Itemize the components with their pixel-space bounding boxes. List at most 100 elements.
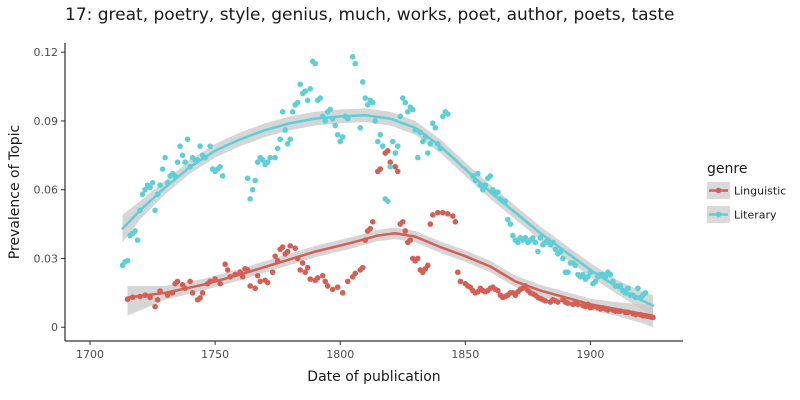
point-linguistic (414, 255, 421, 262)
point-literary (424, 150, 431, 156)
point-literary (510, 232, 516, 239)
point-linguistic (387, 159, 394, 165)
point-linguistic (137, 293, 143, 300)
point-literary (139, 191, 146, 198)
fit-band-linguistic (127, 227, 653, 328)
point-linguistic (224, 267, 231, 273)
point-linguistic (207, 278, 213, 285)
point-literary (404, 108, 411, 115)
point-linguistic (450, 213, 456, 219)
point-linguistic (435, 209, 441, 216)
point-linguistic (292, 245, 298, 251)
point-linguistic (427, 221, 434, 227)
point-literary (427, 141, 434, 147)
point-literary (339, 134, 346, 140)
point-linguistic (344, 278, 351, 285)
point-linguistic (402, 228, 409, 234)
point-linguistic (307, 276, 313, 282)
point-literary (319, 113, 326, 120)
legend-label-linguistic: Linguistic (734, 185, 786, 198)
point-literary (429, 120, 436, 127)
point-literary (572, 262, 579, 269)
point-linguistic (322, 278, 329, 285)
point-literary (279, 108, 286, 115)
point-literary (607, 271, 614, 278)
point-linguistic (369, 219, 376, 225)
point-linguistic (129, 294, 136, 301)
point-literary (557, 248, 564, 255)
point-linguistic (279, 244, 286, 250)
point-literary (402, 99, 409, 106)
point-literary (387, 163, 394, 170)
point-literary (264, 159, 271, 165)
point-literary (560, 255, 566, 262)
point-literary (182, 159, 188, 165)
point-literary (490, 186, 496, 193)
point-literary (174, 159, 181, 165)
point-literary (412, 127, 419, 133)
point-literary (397, 113, 404, 120)
point-literary (184, 136, 191, 143)
x-tick-label: 1750 (201, 348, 229, 361)
point-linguistic (294, 255, 301, 262)
point-linguistic (247, 283, 253, 289)
point-linguistic (590, 303, 596, 310)
point-literary (124, 257, 131, 264)
point-linguistic (367, 225, 374, 232)
point-linguistic (287, 243, 293, 249)
point-literary (565, 269, 571, 276)
point-literary (277, 136, 283, 143)
point-linguistic (274, 257, 281, 264)
point-linguistic (197, 295, 203, 301)
point-linguistic (605, 307, 611, 313)
legend-title: genre (707, 161, 747, 177)
point-literary (179, 152, 186, 159)
point-literary (132, 228, 138, 234)
point-literary (537, 235, 544, 241)
point-literary (632, 294, 639, 301)
point-literary (157, 182, 163, 188)
point-literary (617, 283, 624, 289)
point-literary (437, 145, 444, 152)
point-linguistic (187, 278, 193, 285)
point-linguistic (302, 269, 308, 276)
point-linguistic (384, 147, 391, 154)
point-literary (254, 159, 261, 165)
point-linguistic (424, 262, 431, 269)
point-literary (422, 134, 429, 140)
point-literary (272, 154, 278, 161)
point-literary (552, 246, 559, 253)
point-literary (274, 145, 281, 152)
point-linguistic (429, 212, 436, 218)
point-literary (344, 115, 351, 122)
point-literary (352, 60, 359, 67)
point-literary (482, 182, 489, 188)
point-linguistic (174, 278, 181, 285)
point-literary (384, 198, 391, 204)
point-literary (362, 95, 369, 101)
point-literary (432, 125, 439, 131)
point-literary (642, 290, 649, 296)
point-linguistic (455, 269, 461, 276)
point-literary (162, 154, 168, 161)
point-literary (592, 278, 599, 285)
point-linguistic (227, 274, 233, 280)
point-literary (284, 141, 291, 147)
point-literary (389, 138, 396, 145)
point-literary (470, 173, 476, 179)
point-literary (219, 173, 226, 179)
point-linguistic (632, 311, 639, 318)
point-linguistic (299, 260, 306, 266)
point-literary (374, 138, 381, 145)
point-literary (392, 150, 399, 156)
point-literary (312, 60, 319, 67)
point-linguistic (164, 292, 171, 298)
point-linguistic (199, 290, 206, 296)
point-literary (495, 189, 501, 195)
point-literary (369, 99, 376, 106)
point-literary (142, 186, 148, 193)
point-literary (147, 184, 153, 191)
point-linguistic (522, 283, 529, 289)
point-literary (202, 154, 208, 161)
point-linguistic (217, 280, 223, 287)
